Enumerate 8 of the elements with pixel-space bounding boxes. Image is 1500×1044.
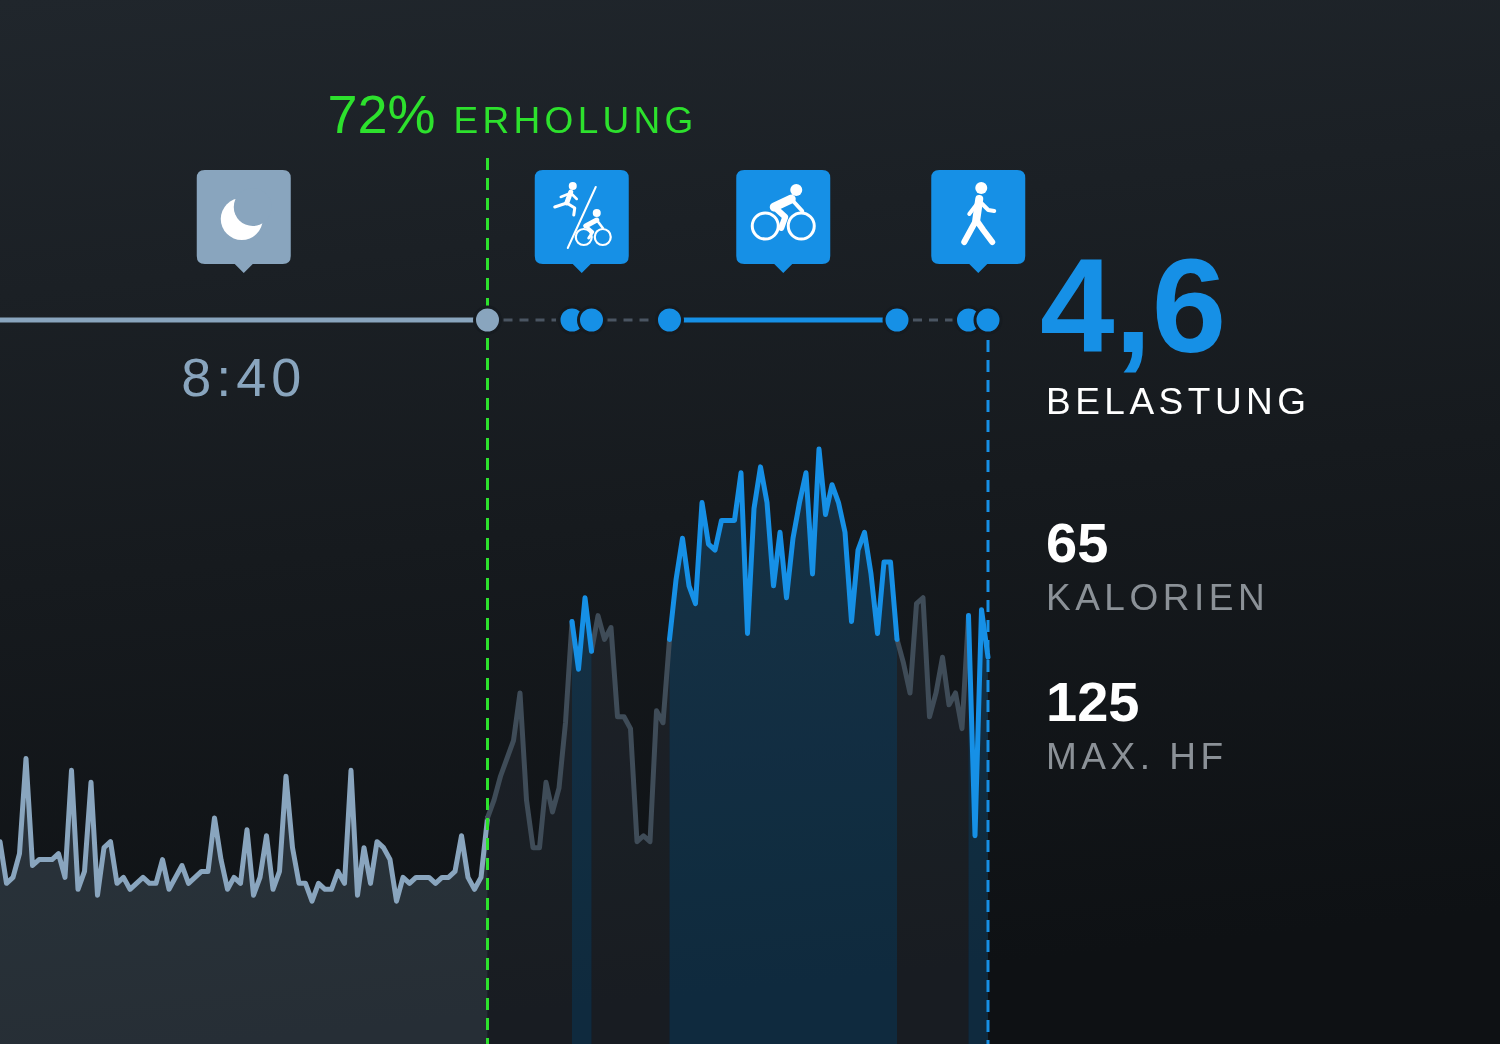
- text: 72% ERHOLUNG: [327, 84, 698, 144]
- text: KALORIEN: [1046, 577, 1270, 618]
- text: MAX. HF: [1046, 736, 1228, 777]
- text: 65: [1046, 511, 1109, 574]
- text: 4,6: [1040, 231, 1227, 380]
- text: BELASTUNG: [1046, 381, 1311, 422]
- text: 8:40: [181, 347, 307, 407]
- text: 125: [1046, 670, 1140, 733]
